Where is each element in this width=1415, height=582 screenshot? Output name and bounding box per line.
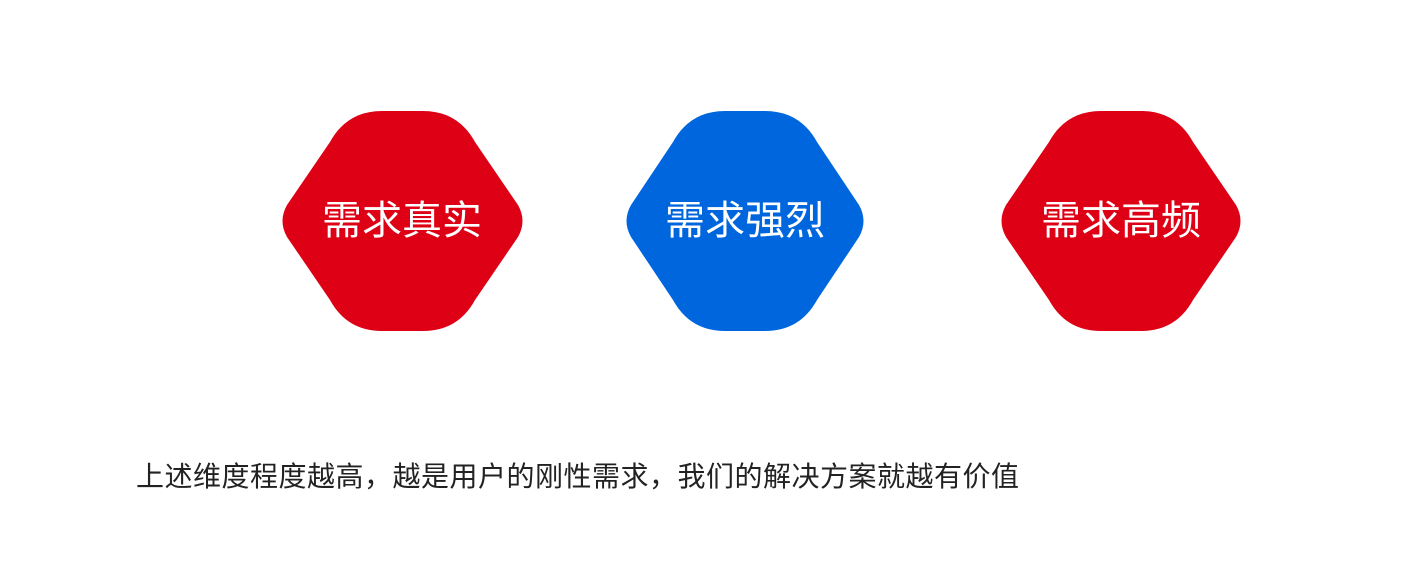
hexagon-1-shape <box>282 111 523 331</box>
hexagon-2-label: 需求强烈 <box>665 198 825 244</box>
hexagon-3-shape <box>1001 111 1241 331</box>
hexagon-1-label: 需求真实 <box>322 198 482 244</box>
hexagon-2: 需求强烈 <box>626 111 864 331</box>
hexagon-3-label: 需求高频 <box>1041 198 1201 244</box>
hexagon-1: 需求真实 <box>282 111 523 331</box>
hexagon-3: 需求高频 <box>1001 111 1241 331</box>
hexagon-2-shape <box>626 111 864 331</box>
caption-text: 上述维度程度越高，越是用户的刚性需求，我们的解决方案就越有价值 <box>136 460 1020 493</box>
